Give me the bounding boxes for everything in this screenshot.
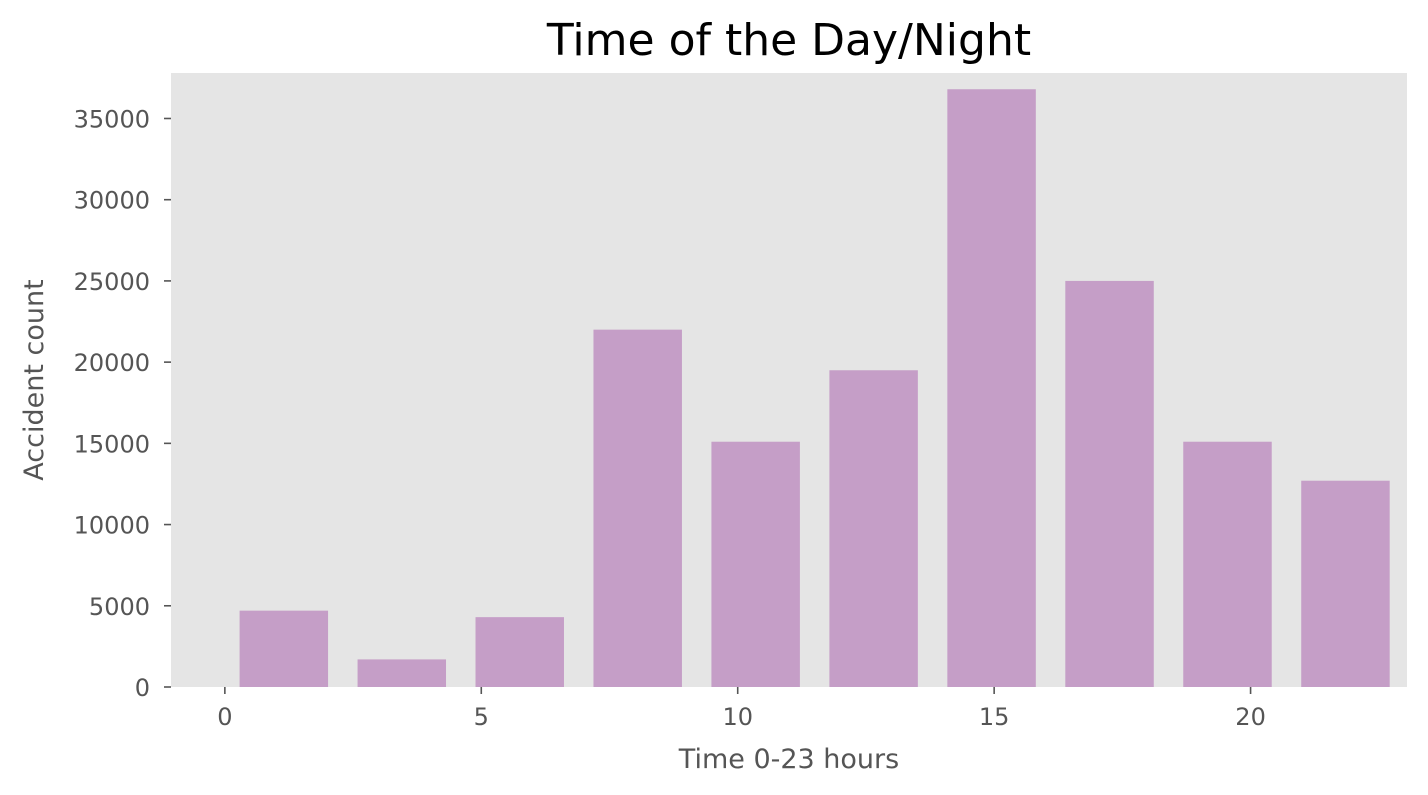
y-tick-label: 0 (135, 674, 150, 702)
x-axis-label: Time 0-23 hours (678, 744, 899, 775)
bar-8 (1183, 441, 1272, 687)
chart-title: Time of the Day/Night (546, 15, 1031, 66)
y-axis: 0 5000 10000 15000 20000 25000 30000 35000 (74, 105, 171, 702)
y-axis-label: Accident count (19, 279, 50, 480)
x-tick-label: 5 (474, 703, 489, 731)
bar-6 (947, 89, 1036, 687)
bar-1 (357, 659, 447, 687)
y-tick-label: 35000 (74, 105, 150, 133)
x-tick-label: 15 (979, 703, 1010, 731)
y-tick-label: 5000 (89, 593, 150, 621)
y-tick-label: 30000 (74, 187, 150, 215)
bar-9 (1301, 480, 1390, 687)
bars-group (239, 89, 1390, 687)
y-tick-label: 15000 (74, 430, 150, 458)
bar-5 (829, 370, 918, 687)
x-axis: 0 5 10 15 20 (217, 687, 1266, 731)
y-tick-label: 20000 (74, 349, 150, 377)
bar-0 (239, 610, 329, 687)
bar-2 (475, 617, 564, 687)
bar-3 (593, 329, 682, 687)
x-tick-label: 20 (1235, 703, 1266, 731)
bar-7 (1065, 280, 1154, 687)
y-tick-label: 25000 (74, 268, 150, 296)
x-tick-label: 10 (722, 703, 753, 731)
y-tick-label: 10000 (74, 512, 150, 540)
x-tick-label: 0 (217, 703, 232, 731)
bar-4 (711, 441, 800, 687)
